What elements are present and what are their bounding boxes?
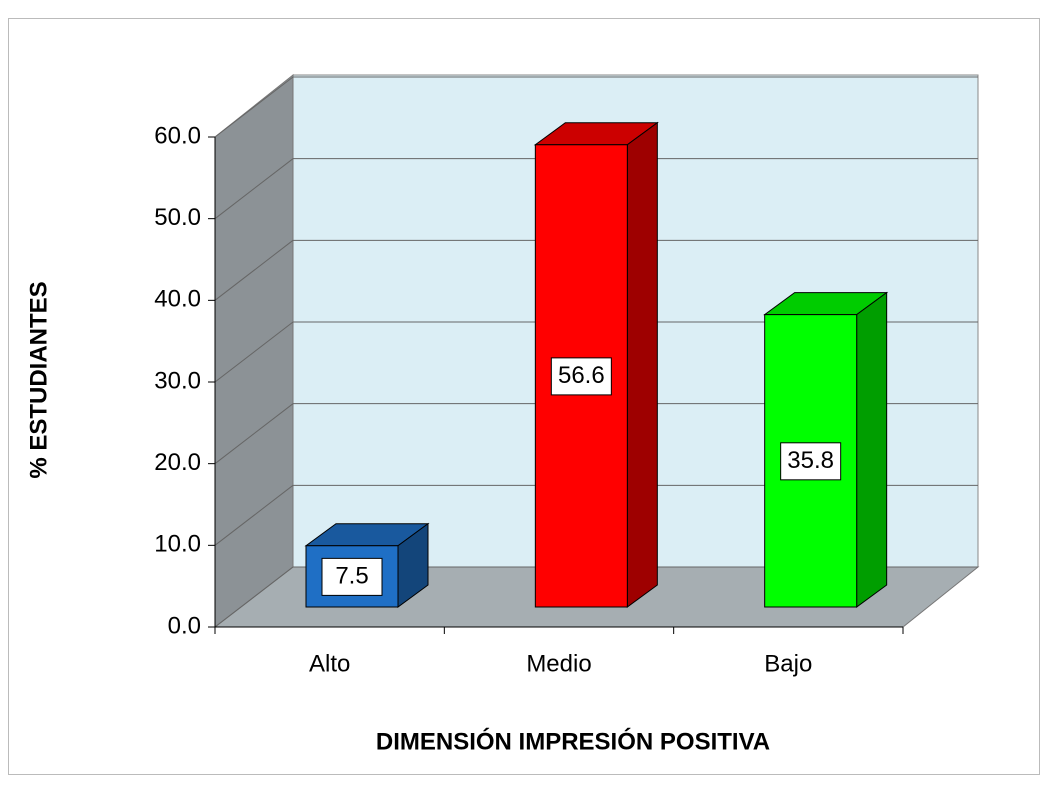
x-tick-label: Alto: [309, 650, 350, 677]
value-label-box: [321, 557, 383, 596]
side-wall: [214, 73, 294, 629]
y-tick-label: 10.0: [154, 531, 201, 558]
y-tick-label: 50.0: [154, 204, 201, 231]
bar-side: [856, 291, 888, 608]
y-tick-label: 20.0: [154, 449, 201, 476]
x-axis-title: DIMENSIÓN IMPRESIÓN POSITIVA: [376, 727, 770, 755]
side-grid-line: [214, 158, 294, 220]
y-tick-label: 0.0: [168, 612, 201, 639]
side-grid-line: [214, 239, 294, 301]
y-tick-label: 30.0: [154, 367, 201, 394]
value-label-box: [780, 442, 842, 481]
x-tick-label: Bajo: [764, 650, 812, 677]
y-tick-label: 40.0: [154, 286, 201, 313]
y-tick-label: 60.0: [154, 122, 201, 149]
value-label-box: [550, 357, 612, 396]
bar-side: [626, 121, 658, 608]
side-grid-line: [214, 403, 294, 465]
value-label: 56.6: [558, 362, 605, 389]
side-grid-line: [214, 566, 294, 628]
side-grid-line: [214, 321, 294, 383]
y-axis-title: % ESTUDIANTES: [25, 281, 52, 478]
side-grid-line: [214, 76, 294, 138]
value-label: 35.8: [787, 447, 834, 474]
side-grid-line: [214, 484, 294, 546]
value-label: 7.5: [335, 563, 368, 590]
x-tick-label: Medio: [526, 650, 591, 677]
